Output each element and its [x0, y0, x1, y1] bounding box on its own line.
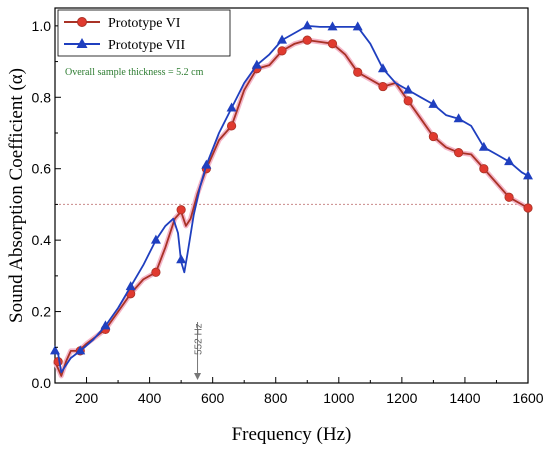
- data-point-prototype-vi: [378, 81, 388, 92]
- legend-marker-prototype-vii: [76, 38, 88, 48]
- data-point-prototype-vii: [100, 320, 111, 330]
- data-point-prototype-vi: [523, 203, 533, 213]
- data-point-prototype-vii: [226, 102, 237, 112]
- data-point-prototype-vi: [226, 121, 237, 131]
- data-point-prototype-vii: [251, 59, 262, 69]
- data-point-prototype-vii: [150, 234, 161, 244]
- frequency-marker-arrow: [194, 373, 202, 380]
- plot-area-frame: [54, 7, 529, 384]
- x-tick-label: 200: [75, 390, 99, 406]
- data-point-prototype-vii: [504, 156, 515, 166]
- data-point-prototype-vii: [201, 159, 212, 169]
- axis-layer: 200 400 600 800 1000 1200 1400 1600 0.0 0.2 0.4 0.6…: [32, 18, 544, 406]
- data-point-prototype-vi: [454, 148, 464, 158]
- data-point-prototype-vi: [428, 131, 438, 142]
- data-point-prototype-vi: [277, 46, 287, 56]
- data-point-prototype-vii: [302, 20, 313, 30]
- data-point-prototype-vii: [478, 141, 489, 151]
- thickness-annotation: Overall sample thickness = 5.2 cm: [65, 67, 204, 78]
- series-layer: [50, 20, 533, 379]
- frequency-marker-label: 552 Hz: [194, 323, 205, 355]
- data-point-prototype-vii: [176, 254, 187, 264]
- data-point-prototype-vii: [327, 21, 338, 31]
- data-point-prototype-vi: [176, 205, 186, 215]
- y-tick-label: 0.4: [32, 232, 52, 248]
- legend-label-prototype-vii: Prototype VII: [108, 38, 185, 53]
- legend: Prototype VI Prototype VII: [57, 9, 231, 57]
- data-point-prototype-vii: [75, 345, 86, 355]
- series-halo-prototype-vi: [52, 37, 530, 379]
- data-point-prototype-vi: [327, 39, 338, 49]
- y-tick-label: 0.6: [32, 161, 52, 177]
- data-point-prototype-vii: [428, 98, 439, 108]
- data-point-prototype-vi: [504, 192, 514, 202]
- y-tick-label: 0.8: [32, 89, 52, 105]
- series-line-prototype-vii: [54, 24, 529, 374]
- data-point-prototype-vii: [453, 113, 464, 123]
- x-axis-title: Frequency (Hz): [232, 424, 352, 445]
- data-point-prototype-vii: [277, 34, 288, 44]
- y-tick-label: 0.0: [32, 375, 52, 391]
- data-point-prototype-vii: [377, 63, 388, 73]
- data-point-prototype-vii: [125, 281, 136, 291]
- y-axis-title: Sound Absorption Coefficient (α): [6, 68, 27, 323]
- y-tick-label: 0.2: [32, 304, 52, 320]
- data-point-prototype-vii: [352, 21, 363, 31]
- data-point-prototype-vii: [50, 345, 60, 355]
- legend-label-prototype-vi: Prototype VI: [108, 16, 181, 31]
- data-point-prototype-vii: [523, 170, 533, 180]
- x-tick-label: 1200: [386, 390, 417, 406]
- legend-box: [57, 9, 231, 57]
- x-tick-label: 800: [264, 390, 288, 406]
- data-point-prototype-vi: [403, 96, 413, 106]
- x-tick-label: 400: [138, 390, 162, 406]
- x-tick-label: 1600: [512, 390, 543, 406]
- y-tick-label: 1.0: [32, 18, 52, 34]
- data-point-prototype-vii: [403, 84, 414, 94]
- x-tick-label: 1400: [449, 390, 480, 406]
- data-point-prototype-vi: [302, 35, 312, 45]
- x-tick-label: 1000: [323, 390, 354, 406]
- data-point-prototype-vi: [151, 267, 161, 277]
- data-point-prototype-vi: [353, 67, 363, 77]
- series-line-prototype-vi: [54, 39, 529, 377]
- x-tick-label: 600: [201, 390, 225, 406]
- data-point-prototype-vi: [479, 164, 489, 174]
- legend-marker-prototype-vi: [77, 17, 87, 27]
